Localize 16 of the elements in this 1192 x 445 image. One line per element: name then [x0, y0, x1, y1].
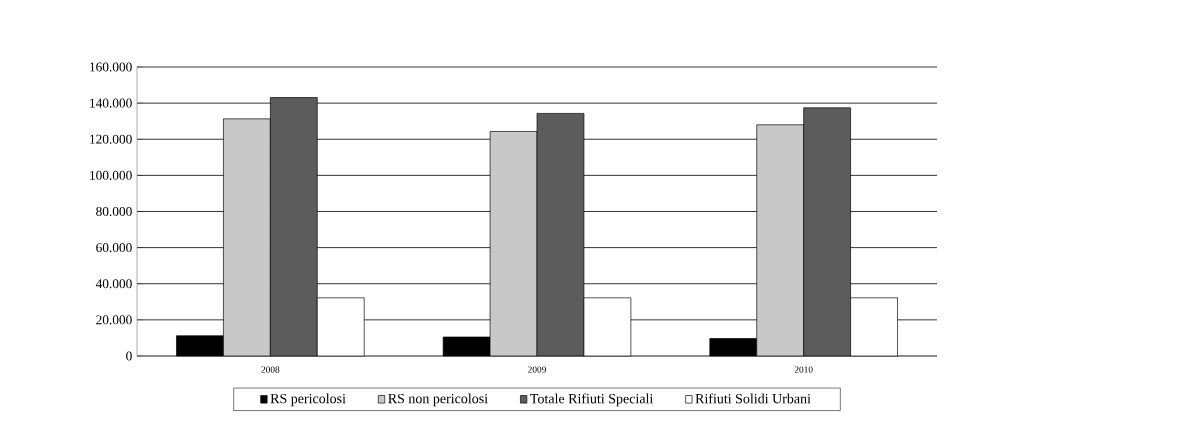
legend-label: RS pericolosi — [270, 393, 346, 407]
x-tick-label: 2009 — [528, 366, 546, 373]
y-tick-label: 120.000 — [90, 134, 132, 144]
y-tick-label: 160.000 — [90, 62, 132, 72]
legend-label: Totale Rifiuti Speciali — [530, 393, 654, 407]
x-tick-label: 2008 — [261, 366, 280, 373]
y-tick-label: 60.000 — [96, 243, 132, 253]
y-tick-label: 100.000 — [90, 170, 132, 180]
legend-label: Rifiuti Solidi Urbani — [695, 393, 811, 404]
x-tick-label: 2010 — [794, 366, 813, 373]
legend-label: RS non pericolosi — [388, 393, 488, 407]
y-tick-label: 20.000 — [96, 315, 132, 325]
y-tick-label: 140.000 — [90, 98, 132, 108]
y-tick-label: 40.000 — [95, 279, 132, 289]
y-tick-label: 80.000 — [96, 206, 132, 217]
y-tick-label: 0 — [126, 351, 132, 361]
